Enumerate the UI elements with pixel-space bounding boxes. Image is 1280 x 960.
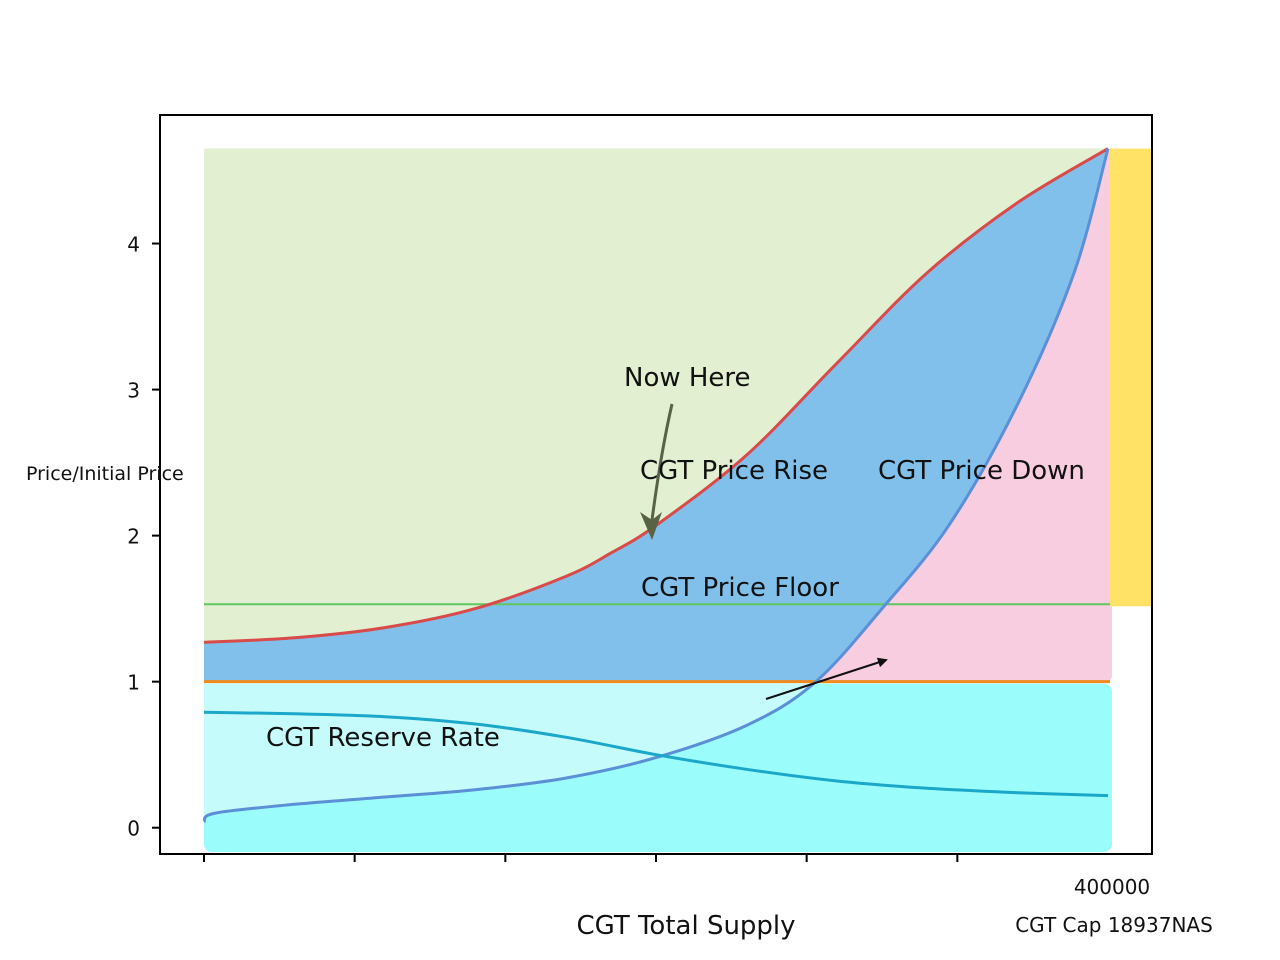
series-price-down-line bbox=[202, 148, 1110, 824]
blue-region bbox=[204, 148, 1108, 682]
y-tick-label-4: 4 bbox=[127, 233, 140, 257]
y-tick-label-2: 2 bbox=[127, 525, 140, 549]
chart-annotations bbox=[640, 403, 888, 700]
x-axis-label: CGT Total Supply bbox=[576, 911, 795, 941]
yellow-bar bbox=[1110, 148, 1152, 607]
now-here-arrow bbox=[650, 403, 674, 521]
cap-arrow bbox=[765, 657, 888, 700]
y-tick-label-3: 3 bbox=[127, 379, 140, 403]
cyan-light-region bbox=[204, 683, 817, 822]
price-rise-label: CGT Price Rise bbox=[640, 456, 828, 486]
y-axis-label: Price/Initial Price bbox=[26, 463, 184, 485]
now-here-arrowhead bbox=[640, 512, 662, 540]
cap-label: CGT Cap 18937NAS bbox=[1015, 913, 1213, 937]
now-here-label: Now Here bbox=[624, 363, 751, 393]
y-tick-label-1: 1 bbox=[127, 671, 140, 695]
price-down-label: CGT Price Down bbox=[878, 456, 1085, 486]
price-floor-label: CGT Price Floor bbox=[641, 573, 839, 603]
y-tick-label-0: 0 bbox=[127, 817, 140, 841]
chart-axes: 0 1 2 3 4 bbox=[127, 233, 959, 862]
x-end-tick-label: 400000 bbox=[1074, 875, 1150, 899]
series-reserve-rate-line bbox=[203, 710, 1109, 798]
reserve-rate-label: CGT Reserve Rate bbox=[266, 723, 500, 753]
chart-regions bbox=[204, 148, 1152, 852]
